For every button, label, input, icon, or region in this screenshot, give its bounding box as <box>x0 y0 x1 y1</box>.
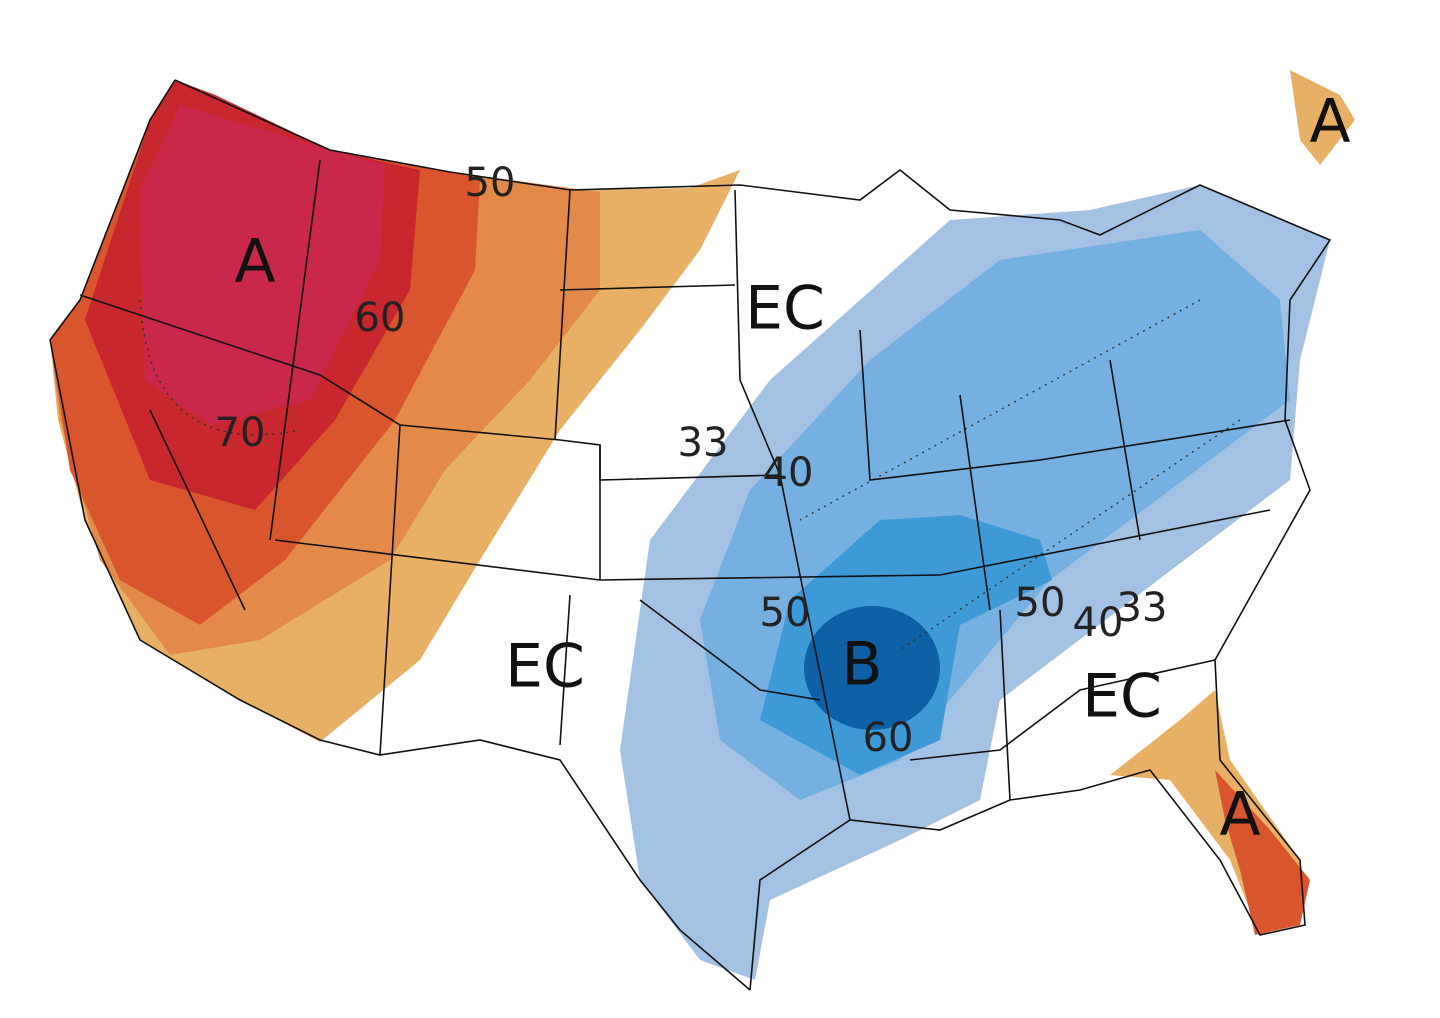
map-label: 33 <box>678 420 729 466</box>
map-label: A <box>234 227 275 297</box>
map-label: 33 <box>1117 585 1168 631</box>
map-label: 50 <box>465 160 516 206</box>
map-label: EC <box>1082 662 1162 732</box>
map-label: A <box>1309 87 1350 157</box>
map-label: A <box>1219 780 1260 850</box>
map-label: 40 <box>763 450 814 496</box>
map-label: 40 <box>1073 600 1124 646</box>
map-label: 60 <box>863 715 914 761</box>
map-label: 50 <box>760 590 811 636</box>
boundaries <box>49 79 1332 991</box>
map-label: 60 <box>355 295 406 341</box>
map-label: EC <box>745 274 825 344</box>
map-label: 50 <box>1015 580 1066 626</box>
map-label: EC <box>505 632 585 702</box>
map-label: B <box>841 630 882 700</box>
above-normal-areas <box>50 70 1355 935</box>
below-normal-areas <box>620 185 1330 980</box>
map-label: 70 <box>215 410 266 456</box>
